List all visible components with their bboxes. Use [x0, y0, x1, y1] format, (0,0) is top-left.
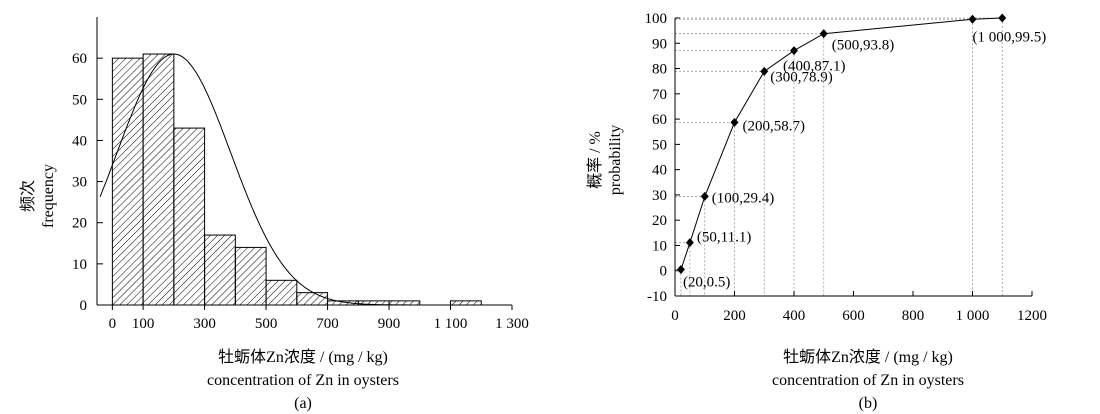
data-point-label: (200,58.7): [743, 118, 806, 134]
x-tick-label: 0: [671, 308, 679, 324]
x-label-cn: 牡蛎体Zn浓度 / (mg / kg): [783, 348, 953, 366]
y-tick-label: 50: [72, 92, 87, 108]
data-point-marker: [819, 29, 828, 39]
y-tick-label: 100: [645, 11, 668, 27]
y-tick-label: 20: [652, 213, 667, 229]
histogram-bar: [204, 234, 236, 306]
histogram-bar: [234, 246, 267, 306]
x-tick-label: 800: [902, 308, 925, 324]
y-tick-label: 40: [652, 163, 667, 179]
x-tick-label: 500: [255, 316, 278, 332]
x-tick-label: 1200: [1017, 308, 1047, 324]
y-tick-label: 30: [652, 188, 667, 204]
y-tick-label: 0: [80, 298, 88, 314]
y-tick-label: 10: [652, 238, 667, 254]
data-point-label: (1 000,99.5): [973, 29, 1047, 45]
x-tick-label: 600: [842, 308, 865, 324]
histogram-bar: [296, 292, 329, 306]
x-tick-label: 1 100: [434, 316, 468, 332]
y-tick-label: 20: [72, 216, 87, 232]
y-tick-label: 70: [652, 87, 667, 103]
data-point-marker: [790, 46, 798, 56]
y-tick-label: 0: [660, 264, 668, 280]
x-tick-label: 1 000: [956, 308, 990, 324]
x-tick-label: 0: [109, 316, 117, 332]
data-point-label: (50,11.1): [697, 230, 751, 246]
y-tick-label: 50: [652, 137, 667, 153]
x-label-cn: 牡蛎体Zn浓度 / (mg / kg): [218, 348, 388, 366]
histogram-panel: 0 10 20 30 40 50 60 0 100 300 500 700 900 1 100 1 300…: [19, 17, 529, 412]
histogram-bar: [388, 300, 421, 306]
y-tick-label: 10: [72, 257, 87, 273]
panel-label-b: (b): [859, 395, 878, 412]
y-tick-label: 90: [652, 36, 667, 52]
x-label-en: concentration of Zn in oysters: [772, 372, 964, 389]
y-axis-title: 概率 / % probability: [586, 125, 624, 195]
data-point-marker: [968, 14, 977, 24]
x-tick-label: 900: [378, 316, 401, 332]
data-point-marker: [760, 66, 769, 76]
data-point-label: (500,93.8): [832, 38, 895, 54]
y-tick-label: -10: [647, 289, 667, 305]
x-tick-label: 300: [193, 316, 216, 332]
data-point-marker: [685, 238, 694, 248]
data-point-marker: [676, 264, 685, 274]
histogram-bar: [142, 53, 175, 306]
histogram-bar: [450, 300, 482, 306]
y-label-cn: 频次: [19, 180, 37, 212]
data-point-label: (20,0.5): [683, 274, 731, 290]
x-tick-label: 200: [723, 308, 746, 324]
y-label-en: frequency: [40, 164, 57, 228]
x-tick-label: 400: [783, 308, 806, 324]
y-tick-label: 60: [72, 51, 87, 67]
y-tick-label: 80: [652, 62, 667, 78]
data-point-label: (300,78.9): [770, 69, 833, 85]
data-point-label: (100,29.4): [712, 190, 775, 206]
normal-curve: [99, 53, 420, 306]
histogram-bar: [173, 127, 206, 306]
x-tick-label: 700: [316, 316, 339, 332]
y-label-en: probability: [607, 125, 624, 195]
y-label-cn: 概率 / %: [586, 131, 604, 189]
x-label-en: concentration of Zn in oysters: [207, 372, 399, 389]
histogram-bar: [265, 279, 298, 306]
data-point-marker: [700, 191, 709, 201]
x-tick-label: 1 300: [495, 316, 529, 332]
histogram-bar: [111, 57, 144, 306]
y-axis-title: 频次 frequency: [19, 164, 57, 228]
data-point-marker: [998, 13, 1007, 23]
y-tick-label: 60: [652, 112, 667, 128]
panel-label-a: (a): [294, 395, 312, 412]
y-tick-label: 30: [72, 175, 87, 191]
data-point-marker: [730, 117, 739, 127]
y-tick-label: 40: [72, 133, 87, 149]
data-point-label: (400,87.1): [783, 59, 846, 75]
x-tick-label: 100: [132, 316, 155, 332]
